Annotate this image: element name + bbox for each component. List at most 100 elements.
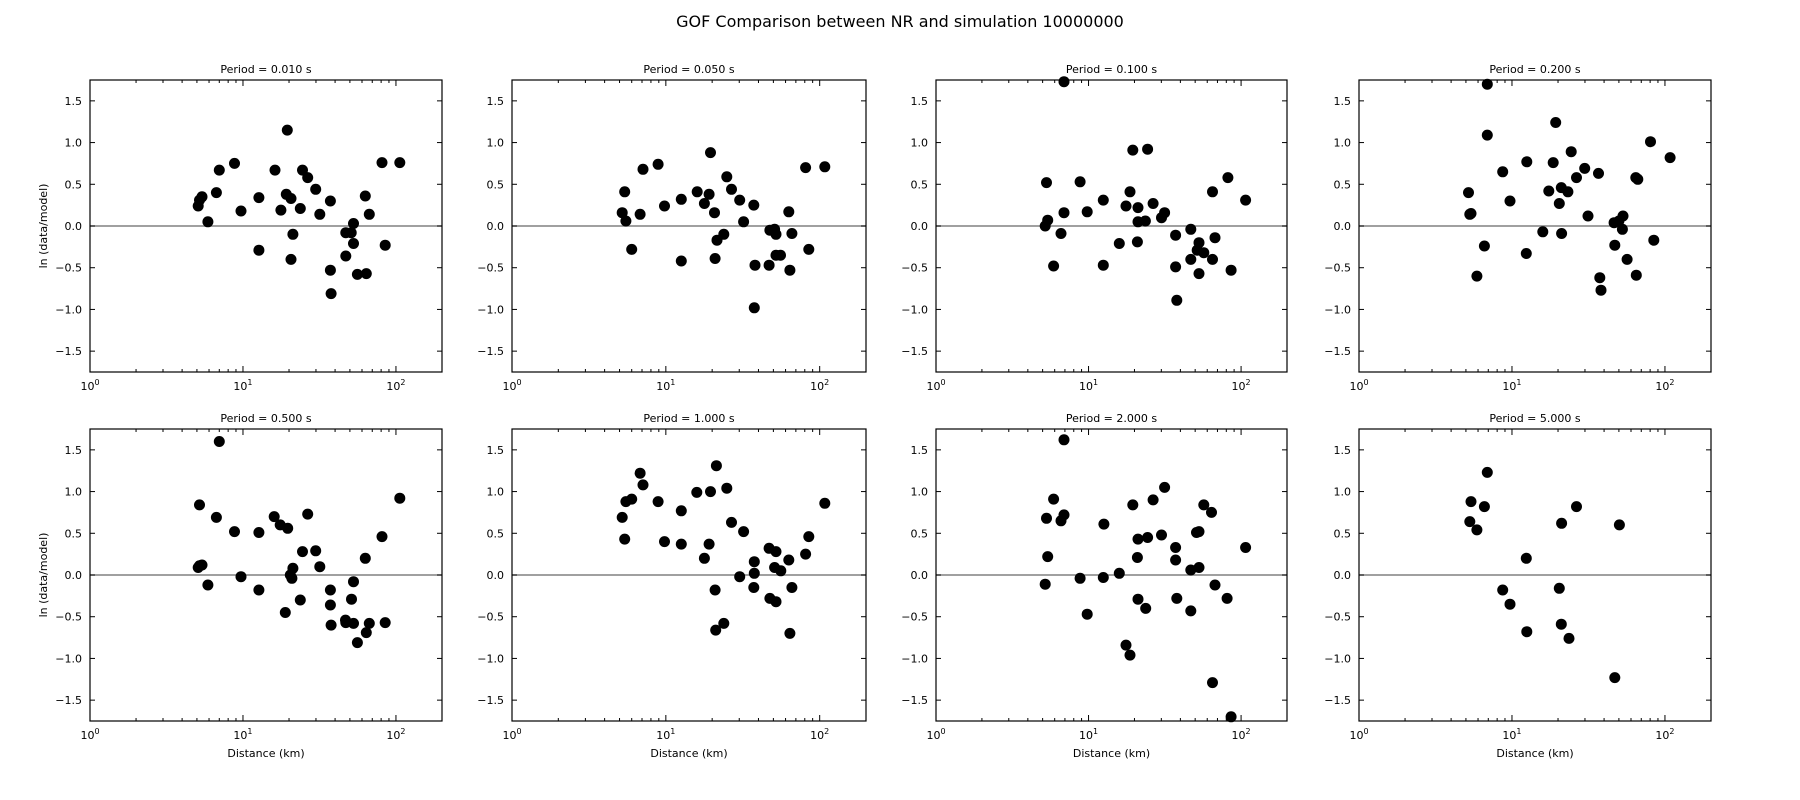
x-tick-base: 10 (1079, 380, 1093, 393)
subplot-title: Period = 0.010 s (220, 63, 311, 76)
x-tick-base: 10 (386, 380, 400, 393)
data-point (1664, 152, 1676, 164)
data-point (325, 288, 337, 300)
data-point (1550, 117, 1562, 128)
x-tick-label: 101 (233, 727, 252, 742)
y-tick-label: −0.5 (1324, 611, 1351, 624)
x-axis-label: Distance (km) (227, 747, 304, 760)
x-tick-label: 102 (1232, 727, 1251, 742)
data-point (279, 607, 291, 618)
data-point (1571, 501, 1582, 513)
y-tick-label: 1.5 (487, 444, 505, 457)
data-point (1565, 146, 1577, 158)
data-point (1039, 578, 1051, 590)
data-point (1617, 210, 1629, 222)
data-point (1207, 677, 1218, 689)
data-point (1081, 206, 1093, 218)
x-tick-exponent: 1 (247, 378, 252, 387)
data-point (1147, 494, 1159, 506)
data-point (1193, 268, 1205, 280)
x-tick-label: 102 (386, 727, 405, 742)
x-tick-exponent: 2 (824, 727, 829, 736)
data-point (314, 561, 326, 573)
x-tick-base: 10 (80, 729, 94, 742)
x-tick-label: 101 (1502, 378, 1521, 393)
data-point (1613, 519, 1625, 531)
y-tick-label: −1.0 (1324, 652, 1351, 665)
axes-frame (1358, 79, 1712, 373)
data-point (1645, 136, 1656, 148)
data-point (346, 593, 357, 605)
data-point (1127, 499, 1139, 511)
data-point (1582, 210, 1594, 222)
y-tick-label: 1.5 (487, 95, 505, 108)
data-point (1170, 261, 1182, 273)
x-tick-base: 10 (1349, 380, 1363, 393)
x-tick-exponent: 0 (1363, 727, 1368, 736)
data-point (286, 572, 298, 584)
data-point (1579, 162, 1591, 174)
data-point (285, 253, 297, 265)
data-point (1132, 593, 1144, 605)
data-point (721, 171, 733, 183)
data-point (359, 190, 371, 202)
data-point (1207, 253, 1218, 265)
y-tick-label: 1.5 (1334, 444, 1352, 457)
data-point (394, 157, 406, 169)
data-point (324, 584, 336, 596)
data-point (269, 164, 281, 176)
y-tick-label: 0.0 (1334, 569, 1352, 582)
data-point (1170, 554, 1182, 566)
x-tick-label: 102 (1655, 727, 1674, 742)
data-point (1170, 229, 1182, 241)
x-tick-label: 100 (80, 727, 99, 742)
data-point (1113, 238, 1125, 249)
y-tick-label: −1.5 (55, 345, 82, 358)
x-tick-label: 101 (1079, 378, 1098, 393)
data-point (1132, 202, 1144, 214)
x-tick-label: 101 (1079, 727, 1098, 742)
x-tick-label: 100 (80, 378, 99, 393)
data-point (253, 192, 265, 204)
data-point (709, 584, 721, 596)
data-point (770, 596, 782, 608)
x-tick-base: 10 (502, 380, 516, 393)
x-tick-label: 101 (233, 378, 252, 393)
x-tick-exponent: 1 (247, 727, 252, 736)
data-point (1042, 214, 1054, 226)
x-tick-exponent: 0 (516, 378, 521, 387)
data-point (253, 527, 265, 538)
data-point (800, 162, 812, 174)
data-point (297, 546, 308, 558)
data-point (705, 147, 716, 159)
data-point (734, 571, 746, 583)
data-point (726, 516, 737, 528)
data-point (1171, 592, 1183, 604)
subplot-title: Period = 5.000 s (1489, 412, 1580, 425)
data-point (703, 538, 715, 550)
data-point (1140, 602, 1152, 614)
subplot-title: Period = 2.000 s (1066, 412, 1157, 425)
data-point (691, 486, 703, 498)
x-tick-base: 10 (233, 380, 247, 393)
data-point (698, 552, 710, 564)
y-tick-label: 0.5 (65, 527, 83, 540)
y-axis-label: ln (data/model) (37, 184, 50, 269)
data-point (691, 186, 703, 198)
data-point (363, 617, 375, 629)
x-tick-label: 102 (1232, 378, 1251, 393)
data-point (1139, 215, 1151, 227)
x-tick-base: 10 (926, 380, 940, 393)
data-point (1478, 240, 1490, 252)
subplot-7: Period = 2.000 s 1.5 1.0 0.5 0.0 −0.5 −1.0 −1.5… (901, 412, 1288, 760)
data-point (616, 511, 628, 523)
data-point (1097, 259, 1109, 271)
x-axis-label: Distance (km) (650, 747, 727, 760)
x-tick-exponent: 2 (1246, 727, 1251, 736)
data-point (709, 207, 720, 219)
data-point (1556, 228, 1568, 239)
data-point (1630, 269, 1642, 281)
data-point (351, 637, 363, 649)
x-tick-label: 101 (656, 727, 675, 742)
